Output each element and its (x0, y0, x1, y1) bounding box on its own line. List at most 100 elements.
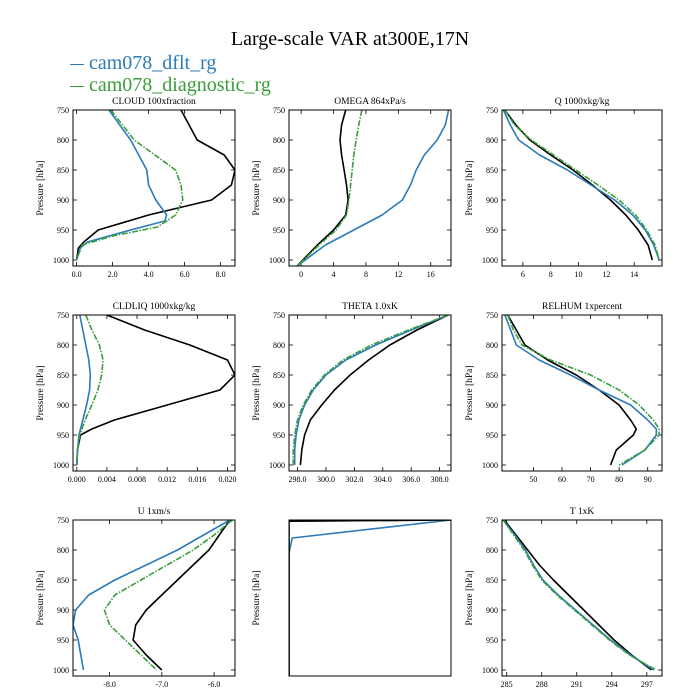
y-axis-label: Pressure [hPa] (465, 160, 475, 215)
series-line-diag (296, 110, 363, 266)
x-tick-label: 0.012 (158, 475, 176, 484)
x-tick-label: 2.0 (108, 270, 118, 279)
y-axis-label: Pressure [hPa] (36, 570, 46, 625)
panel-frame (72, 519, 236, 677)
y-axis-label: Pressure [hPa] (36, 160, 46, 215)
x-tick-label: 6.0 (180, 270, 190, 279)
series-line-diag (502, 520, 657, 671)
series-line-diag (292, 315, 449, 465)
x-tick-label: 6 (521, 270, 525, 279)
y-tick-label: 1000 (269, 461, 285, 470)
x-tick-label: 304.0 (374, 475, 392, 484)
y-tick-label: 1000 (482, 666, 498, 675)
y-axis-label: Pressure [hPa] (465, 365, 475, 420)
series-line-dflt (73, 520, 231, 671)
x-tick-label: 288 (536, 680, 548, 689)
x-tick-label: 297 (641, 680, 653, 689)
y-tick-label: 950 (486, 636, 498, 645)
y-tick-label: 900 (486, 606, 498, 615)
y-tick-label: 900 (486, 401, 498, 410)
y-tick-label: 950 (57, 636, 69, 645)
x-tick-label: 302.0 (345, 475, 363, 484)
series-line-diag (504, 110, 660, 261)
x-tick-label: 0.004 (98, 475, 116, 484)
series-line-black (132, 520, 231, 671)
series-line-black (75, 110, 235, 261)
y-tick-label: 900 (57, 196, 69, 205)
series-line-dflt (502, 520, 655, 671)
series-line-dflt (504, 315, 658, 466)
y-tick-label: 1000 (269, 256, 285, 265)
x-tick-label: 8 (549, 270, 553, 279)
y-axis-label: Pressure [hPa] (36, 365, 46, 420)
y-tick-label: 750 (486, 516, 498, 525)
y-tick-label: 900 (57, 401, 69, 410)
y-tick-label: 900 (273, 401, 285, 410)
y-tick-label: 750 (486, 106, 498, 115)
y-tick-label: 850 (57, 576, 69, 585)
panel-frame (288, 519, 452, 677)
x-tick-label: -7.0 (156, 680, 169, 689)
y-tick-label: 1000 (53, 666, 69, 675)
series-line-black (503, 520, 652, 671)
panel-8: Pressure [hPa] (252, 519, 452, 677)
x-tick-label: 16 (427, 270, 435, 279)
y-tick-label: 850 (57, 166, 69, 175)
y-tick-label: 850 (486, 576, 498, 585)
y-tick-label: 900 (273, 196, 285, 205)
figure-title: Large-scale VAR at300E,17N (230, 28, 470, 50)
x-tick-label: 60 (558, 475, 566, 484)
panel-frame (501, 109, 663, 267)
panel-6: RELHUM 1xpercent Pressure [hPa] 750 800 850 9… (465, 302, 663, 484)
series-line-black (296, 110, 349, 266)
series-line-black (507, 315, 638, 466)
panel-title: RELHUM 1xpercent (542, 302, 622, 312)
y-tick-label: 900 (486, 196, 498, 205)
y-tick-label: 750 (486, 311, 498, 320)
x-tick-label: -6.0 (208, 680, 221, 689)
x-tick-label: 50 (529, 475, 537, 484)
series-line-diag (289, 520, 451, 676)
y-tick-label: 950 (273, 431, 285, 440)
series-line-black (299, 315, 449, 466)
y-tick-label: 1000 (482, 461, 498, 470)
y-tick-label: 850 (273, 371, 285, 380)
x-tick-label: 308.0 (431, 475, 449, 484)
y-axis-label: Pressure [hPa] (465, 570, 475, 625)
panel-frame (72, 109, 236, 267)
series-line-black (504, 110, 654, 261)
panel-title: U 1xm/s (138, 507, 171, 517)
y-tick-label: 800 (57, 136, 69, 145)
series-line-diag (75, 110, 184, 261)
panel-3: Q 1000xkg/kg Pressure [hPa] 750 800 850 900 95… (465, 97, 663, 279)
y-tick-label: 750 (57, 311, 69, 320)
y-tick-label: 800 (486, 136, 498, 145)
panel-frame (501, 314, 663, 472)
x-tick-label: 0.008 (128, 475, 146, 484)
y-tick-label: 800 (486, 341, 498, 350)
y-tick-label: 900 (57, 606, 69, 615)
x-tick-label: 70 (587, 475, 595, 484)
legend-item-dflt: cam078_dflt_rg (70, 52, 216, 75)
x-tick-label: 10 (575, 270, 583, 279)
y-tick-label: 750 (57, 516, 69, 525)
x-tick-label: 4.0 (144, 270, 154, 279)
y-tick-label: 800 (57, 341, 69, 350)
x-tick-label: 12 (394, 270, 402, 279)
panel-title: CLDLIQ 1000xkg/kg (113, 302, 196, 312)
y-tick-label: 950 (57, 431, 69, 440)
panel-title: THETA 1.0xK (342, 302, 398, 312)
y-tick-label: 950 (486, 226, 498, 235)
y-tick-label: 750 (273, 106, 285, 115)
series-line-dflt (289, 520, 451, 676)
series-line-dflt (502, 110, 660, 261)
y-tick-label: 800 (57, 546, 69, 555)
panel-title: T 1xK (570, 507, 595, 517)
x-tick-label: 90 (644, 475, 652, 484)
series-line-diag (76, 315, 104, 466)
legend-swatch-diagnostic (70, 85, 84, 87)
y-tick-label: 1000 (53, 461, 69, 470)
x-tick-label: 80 (615, 475, 623, 484)
